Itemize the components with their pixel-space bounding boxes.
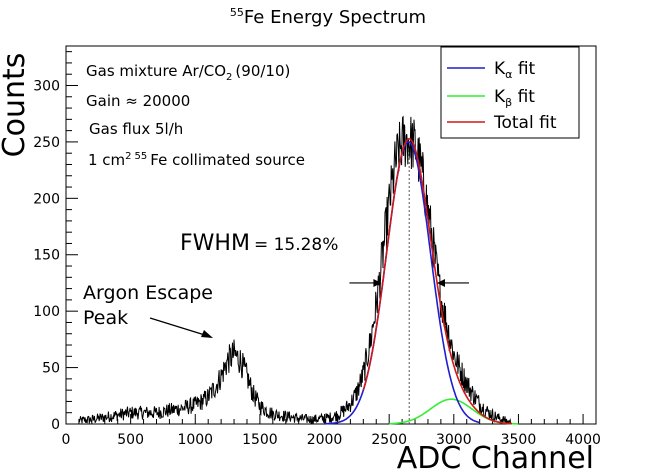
y-tick-label: 200 [33, 191, 60, 207]
legend-kbeta-label: Kβ fit [494, 87, 535, 109]
fwhm-annotation: FWHM = 15.28% [180, 231, 338, 256]
info-flux: Gas flux 5l/h [89, 120, 183, 138]
x-tick-label: 1000 [177, 432, 213, 448]
legend: Kα fit Kβ fit Total fit [440, 46, 580, 139]
info-source: 1 cm2 55 Fe collimated source [88, 151, 305, 169]
y-axis: 0 50 100 150 200 250 300 [33, 51, 78, 433]
y-tick-label: 50 [42, 361, 60, 377]
y-tick-label: 100 [33, 304, 60, 320]
y-axis-label: Counts [0, 53, 32, 158]
x-tick-label: 2500 [371, 432, 407, 448]
y-tick-label: 250 [33, 135, 60, 151]
x-tick-label: 500 [117, 432, 144, 448]
x-tick-label: 4000 [565, 432, 601, 448]
info-source-sup2: 55 [135, 151, 148, 162]
title-text: Fe Energy Spectrum [244, 7, 426, 28]
x-tick-label: 0 [62, 432, 71, 448]
y-tick-label: 300 [33, 78, 60, 94]
escape-arrow [149, 317, 213, 338]
info-gas-sub: 2 [226, 72, 232, 83]
info-gas-suffix: (90/10) [235, 62, 290, 80]
escape-label-line1: Argon Escape [83, 282, 213, 304]
x-axis-label: ADC Channel [397, 441, 594, 471]
info-gas-prefix: Gas mixture Ar/CO [86, 62, 226, 80]
x-tick-label: 2000 [307, 432, 343, 448]
legend-total-label: Total fit [493, 113, 557, 133]
y-tick-label: 0 [51, 417, 60, 433]
x-tick-label: 1500 [242, 432, 278, 448]
info-gas-mixture: Gas mixture Ar/CO2 (90/10) [86, 62, 290, 83]
x-tick-label: 3500 [501, 432, 537, 448]
x-axis: 0 500 1000 1500 2000 2500 3000 3500 4000 [62, 414, 601, 448]
x-tick-label: 3000 [436, 432, 472, 448]
legend-box [440, 46, 580, 139]
fwhm-value: = 15.28% [254, 235, 338, 255]
info-source-sup1: 2 [125, 151, 131, 162]
info-source-suffix: Fe collimated source [150, 151, 305, 169]
data-series-line [78, 115, 512, 425]
escape-label-line2: Peak [83, 307, 128, 329]
title-superscript: 55 [230, 6, 244, 19]
fwhm-right-arrow-head [437, 278, 445, 287]
info-gain: Gain ≈ 20000 [86, 92, 190, 110]
total-fit-line [362, 138, 513, 425]
fwhm-label: FWHM [180, 231, 250, 256]
chart-title: 55Fe Energy Spectrum [230, 6, 426, 28]
info-source-prefix: 1 cm [88, 151, 125, 169]
fwhm-arrows [349, 278, 469, 287]
fwhm-left-arrow-head [373, 278, 382, 287]
y-tick-label: 150 [33, 248, 60, 264]
legend-kalpha-label: Kα fit [494, 59, 536, 81]
